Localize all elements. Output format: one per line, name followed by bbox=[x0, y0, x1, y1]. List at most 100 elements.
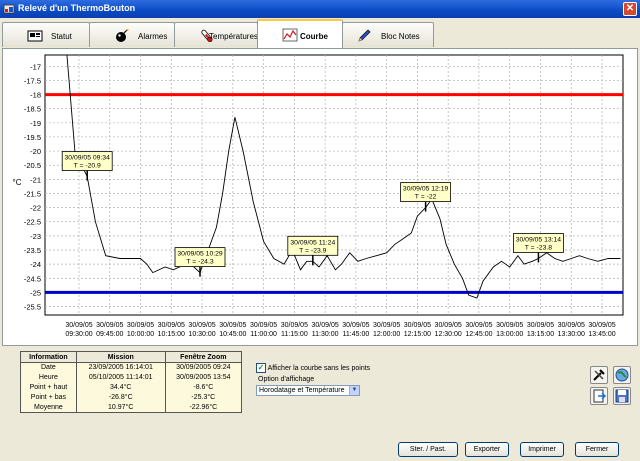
x-tick-time-label: 12:30:00 bbox=[435, 331, 462, 338]
table-row: Heure 05/10/2005 11:14:01 30/09/2005 13:… bbox=[20, 372, 243, 383]
x-tick-date-label: 30/09/05 bbox=[250, 322, 277, 329]
x-tick-time-label: 13:45:00 bbox=[588, 331, 615, 338]
x-tick-time-label: 13:00:00 bbox=[496, 331, 523, 338]
x-tick-date-label: 30/09/05 bbox=[527, 322, 554, 329]
tab-alarmes[interactable]: Alarmes bbox=[89, 22, 175, 47]
x-tick-time-label: 11:00:00 bbox=[250, 331, 277, 338]
y-tick-label: -21.5 bbox=[24, 189, 41, 198]
info-table-header-row: Information Mission Fenêtre Zoom bbox=[20, 351, 243, 363]
exporter-button[interactable]: Exporter bbox=[465, 442, 509, 457]
annotation-box bbox=[61, 151, 113, 171]
x-tick-time-label: 12:45:00 bbox=[465, 331, 492, 338]
x-tick-date-label: 30/09/05 bbox=[404, 322, 431, 329]
table-cell: 34.4°C bbox=[75, 382, 166, 393]
export-file-icon bbox=[593, 389, 606, 403]
save-disk-button[interactable] bbox=[613, 387, 631, 405]
imprimer-button[interactable]: Imprimer bbox=[520, 442, 564, 457]
table-cell: -22.96°C bbox=[164, 402, 243, 413]
x-tick-time-label: 12:15:00 bbox=[404, 331, 431, 338]
y-tick-label: -25 bbox=[30, 288, 41, 297]
globe-icon bbox=[615, 368, 629, 382]
fermer-button[interactable]: Fermer bbox=[575, 442, 619, 457]
x-tick-date-label: 30/09/05 bbox=[219, 322, 246, 329]
show-curve-checkbox-label: Afficher la courbe sans les points bbox=[267, 364, 371, 372]
annotation-datetime: 30/09/05 10:29 bbox=[177, 251, 223, 258]
x-tick-date-label: 30/09/05 bbox=[496, 322, 523, 329]
table-cell: 23/09/2005 16:14:01 bbox=[75, 362, 166, 373]
x-tick-time-label: 10:15:00 bbox=[158, 331, 185, 338]
annotation-datetime: 30/09/05 09:34 bbox=[65, 155, 111, 162]
tab-courbe-label: Courbe bbox=[300, 32, 328, 41]
title-bar: Relevé d'un ThermoBouton ✕ bbox=[0, 0, 640, 18]
tools-icon bbox=[593, 369, 605, 381]
table-cell: 05/10/2005 11:14:01 bbox=[75, 372, 166, 383]
y-tick-label: -20 bbox=[30, 147, 41, 156]
y-tick-label: -17.5 bbox=[24, 76, 41, 85]
x-tick-date-label: 30/09/05 bbox=[588, 322, 615, 329]
table-cell: Moyenne bbox=[20, 402, 77, 413]
globe-button[interactable] bbox=[613, 366, 631, 384]
status-display-icon bbox=[27, 30, 43, 42]
table-cell: -25.3°C bbox=[164, 392, 243, 403]
y-tick-label: -21 bbox=[30, 175, 41, 184]
x-tick-time-label: 11:45:00 bbox=[343, 331, 370, 338]
table-cell: -8.6°C bbox=[164, 382, 243, 393]
info-table-header: Mission bbox=[75, 351, 166, 363]
annotation-temperature: T = -23.8 bbox=[525, 244, 552, 251]
chevron-down-icon: ▼ bbox=[349, 386, 359, 395]
tab-temperatures-label: Températures bbox=[209, 32, 258, 41]
table-cell: -26.8°C bbox=[75, 392, 166, 403]
tools-button[interactable] bbox=[590, 366, 608, 384]
thermometer-icon bbox=[201, 29, 213, 43]
show-curve-checkbox[interactable]: ✓ bbox=[256, 363, 266, 373]
annotation-box bbox=[287, 235, 339, 256]
x-tick-date-label: 30/09/05 bbox=[342, 322, 369, 329]
x-tick-date-label: 30/09/05 bbox=[188, 322, 215, 329]
annotation-box bbox=[174, 247, 226, 268]
x-tick-time-label: 13:15:00 bbox=[527, 331, 554, 338]
table-row: Date 23/09/2005 16:14:01 30/09/2005 09:2… bbox=[20, 362, 243, 373]
plot-frame bbox=[44, 54, 624, 316]
x-tick-time-label: 11:15:00 bbox=[281, 331, 308, 338]
info-table: Information Mission Fenêtre Zoom Date 23… bbox=[20, 351, 243, 413]
x-tick-date-label: 30/09/05 bbox=[96, 322, 123, 329]
table-row: Point + haut 34.4°C -8.6°C bbox=[20, 382, 243, 393]
y-tick-label: -19.5 bbox=[24, 133, 41, 142]
annotation-temperature: T = -24.3 bbox=[186, 259, 213, 266]
table-row: Moyenne 10.97°C -22.96°C bbox=[20, 402, 243, 413]
y-tick-label: -23.5 bbox=[24, 246, 41, 255]
curve-chart-icon bbox=[282, 28, 298, 42]
y-tick-label: -17 bbox=[30, 62, 41, 71]
chart-panel: -17 -17.5 -18 -18.5 -19 -19.5 -20 -20.5 -21 -21.5… bbox=[2, 48, 638, 346]
show-curve-option: ✓ Afficher la courbe sans les points bbox=[256, 363, 370, 373]
export-file-button[interactable] bbox=[590, 387, 608, 405]
annotation-datetime: 30/09/05 13:14 bbox=[516, 236, 562, 243]
x-tick-date-label: 30/09/05 bbox=[373, 322, 400, 329]
display-option-select[interactable]: Horodatage et Température ▼ bbox=[256, 385, 360, 396]
table-cell: Heure bbox=[20, 372, 77, 383]
ster-past-button[interactable]: Ster. / Past. bbox=[398, 442, 458, 457]
info-table-header: Information bbox=[20, 351, 77, 363]
y-tick-label: -22 bbox=[30, 204, 41, 213]
x-tick-date-label: 30/09/05 bbox=[558, 322, 585, 329]
tab-courbe[interactable]: Courbe bbox=[257, 19, 343, 48]
close-window-button[interactable]: ✕ bbox=[623, 2, 637, 16]
window-title: Relevé d'un ThermoBouton bbox=[18, 3, 136, 13]
annotation-box bbox=[400, 182, 452, 203]
table-cell: 10.97°C bbox=[75, 402, 166, 413]
display-option-value: Horodatage et Température bbox=[259, 387, 345, 394]
x-tick-time-label: 09:30:00 bbox=[65, 331, 92, 338]
x-tick-date-label: 30/09/05 bbox=[311, 322, 338, 329]
tab-temperatures[interactable]: Températures bbox=[174, 22, 258, 47]
info-table-header: Fenêtre Zoom bbox=[164, 351, 243, 363]
temperature-chart[interactable]: -17 -17.5 -18 -18.5 -19 -19.5 -20 -20.5 -21 -21.5… bbox=[3, 49, 637, 345]
y-tick-label: -18.5 bbox=[24, 105, 41, 114]
bottom-panel: Information Mission Fenêtre Zoom Date 23… bbox=[0, 346, 640, 461]
tab-bloc-notes[interactable]: Bloc Notes bbox=[342, 22, 434, 47]
table-row: Point + bas -26.8°C -25.3°C bbox=[20, 392, 243, 403]
tab-statut[interactable]: Statut bbox=[2, 22, 90, 47]
y-tick-label: -24.5 bbox=[24, 274, 41, 283]
y-tick-label: -20.5 bbox=[24, 161, 41, 170]
annotation-temperature: T = -23.9 bbox=[299, 247, 326, 254]
tab-bar: Statut Alarmes Températures Courbe bbox=[0, 18, 640, 48]
